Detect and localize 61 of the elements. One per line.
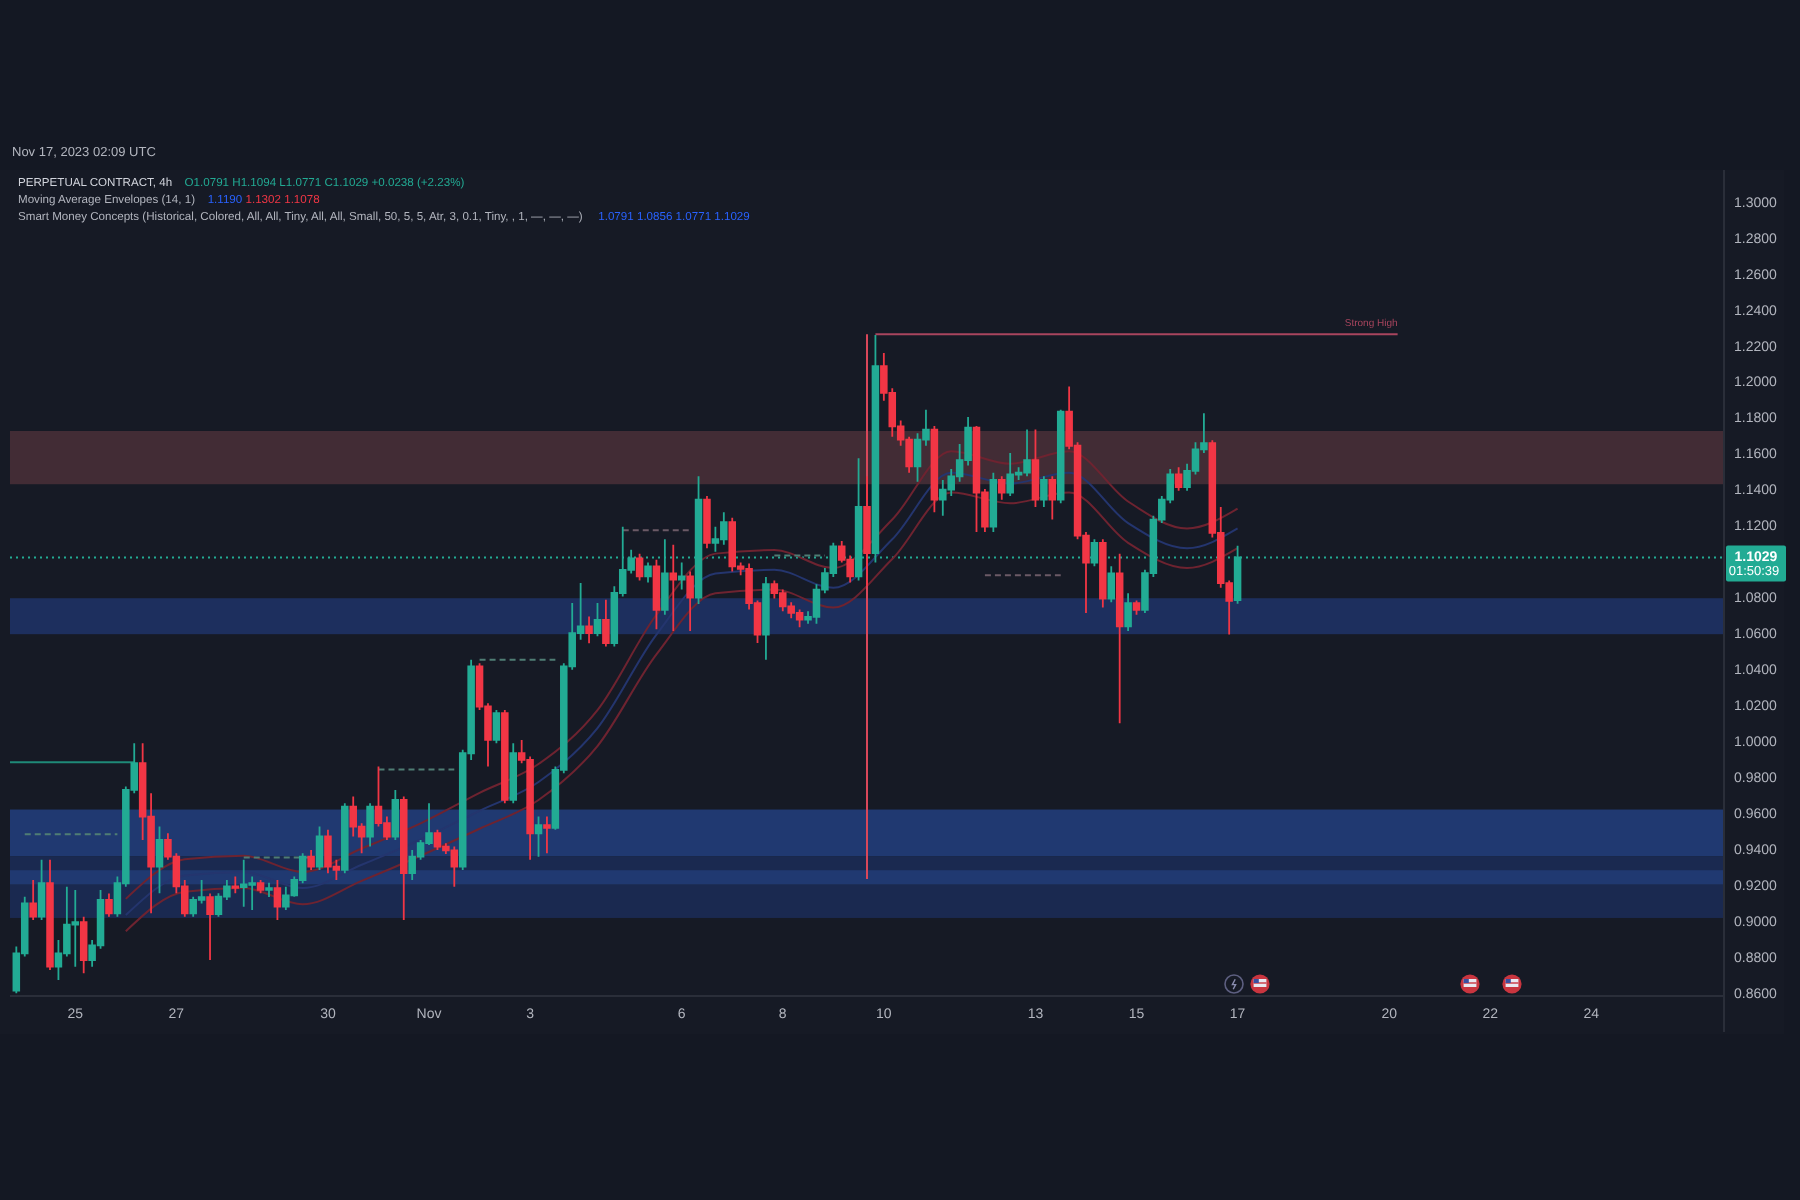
candlestick: [37, 858, 46, 921]
candlestick: [593, 602, 602, 638]
candlestick: [1006, 452, 1014, 497]
candlestick: [661, 538, 669, 616]
candlestick: [779, 588, 787, 613]
candlestick: [1107, 565, 1116, 604]
candlestick: [324, 828, 332, 875]
candlestick: [282, 885, 290, 911]
candlestick: [1040, 475, 1048, 508]
candlestick: [602, 598, 610, 648]
candlestick: [501, 709, 509, 805]
candlestick: [206, 892, 214, 961]
candlestick: [433, 828, 442, 851]
candlestick: [239, 858, 248, 908]
candlestick: [492, 709, 501, 745]
candlestick: [1048, 475, 1057, 521]
candlestick: [720, 511, 728, 546]
candlestick: [703, 495, 711, 550]
candlestick: [71, 889, 80, 968]
candlestick: [79, 915, 88, 975]
candlestick: [399, 795, 408, 921]
candlestick: [686, 570, 694, 632]
candlestick: [1099, 538, 1107, 609]
candlestick: [231, 875, 240, 895]
candlestick: [273, 879, 282, 921]
candlestick: [1115, 552, 1124, 725]
candlestick: [29, 879, 37, 921]
candlestick: [315, 825, 324, 871]
candlestick: [307, 849, 315, 871]
candlestick: [341, 802, 349, 875]
candlestick: [450, 845, 459, 888]
candlestick: [1056, 408, 1065, 505]
candlestick: [265, 881, 273, 898]
candlestick: [1124, 592, 1132, 632]
candlestick: [1023, 428, 1031, 478]
candlestick: [998, 475, 1006, 501]
candlestick: [989, 471, 998, 533]
candlestick: [669, 543, 678, 632]
candlestick: [366, 802, 374, 848]
candlestick: [46, 858, 54, 972]
candlestick: [1132, 599, 1141, 616]
candlestick: [728, 516, 736, 573]
candlestick: [105, 892, 113, 918]
candlestick: [677, 561, 686, 591]
candlestick: [795, 608, 804, 629]
candlestick: [930, 425, 939, 514]
candlestick: [534, 815, 543, 858]
candlestick: [543, 815, 551, 855]
candlestick: [391, 789, 400, 841]
candlestick: [863, 475, 871, 587]
candlestick: [509, 742, 518, 805]
candlestick: [635, 552, 644, 582]
candlestick: [644, 561, 652, 584]
candlestick: [1174, 466, 1183, 492]
candlestick: [155, 825, 164, 895]
candlestick: [652, 558, 661, 631]
candlestick: [585, 615, 593, 645]
candlestick: [1031, 428, 1040, 508]
candlestick: [972, 425, 981, 533]
candlestick: [256, 879, 265, 895]
candlestick: [762, 576, 770, 661]
